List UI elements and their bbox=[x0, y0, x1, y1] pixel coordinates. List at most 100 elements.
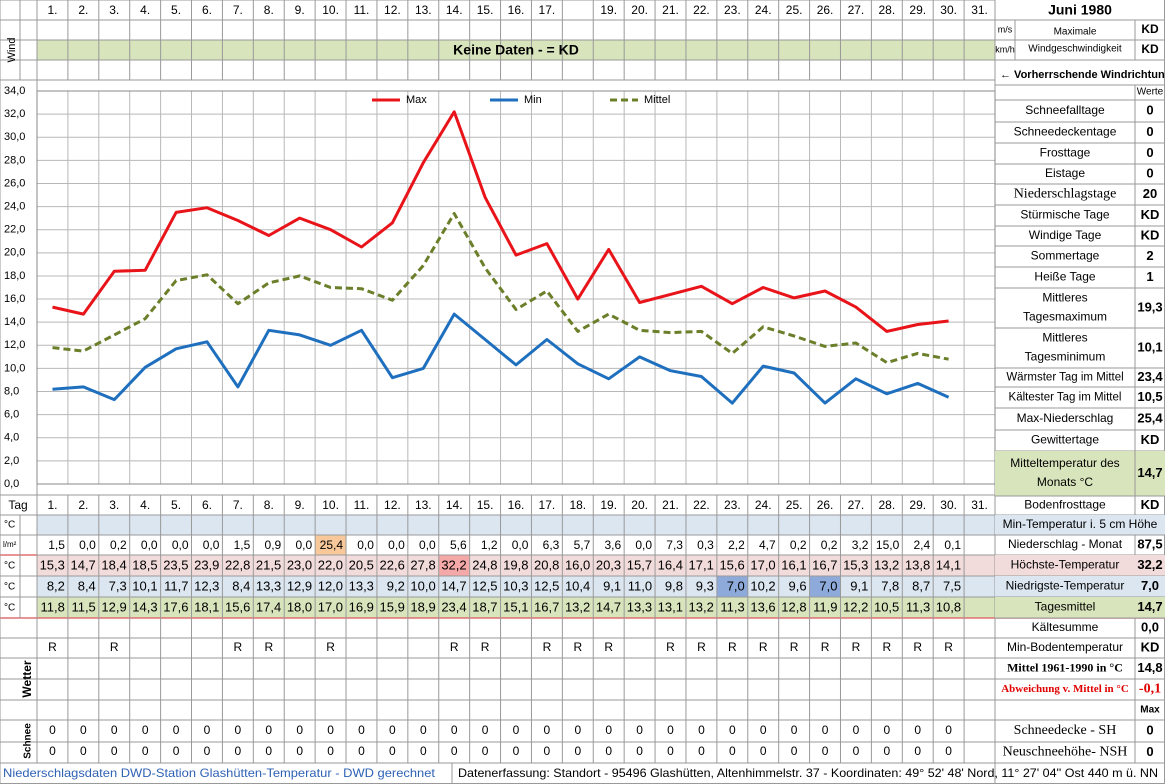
temp-cell: 16,7 bbox=[534, 599, 559, 614]
snow-cell: 0 bbox=[513, 744, 520, 758]
stat-bg bbox=[995, 515, 1165, 535]
temp-cell: 12,5 bbox=[472, 578, 497, 593]
stat-label: Min-Bodentemperatur bbox=[1007, 640, 1123, 654]
temp-cell: 10,8 bbox=[936, 599, 961, 614]
rain-cell: 2,4 bbox=[914, 538, 931, 552]
snow-cell: 0 bbox=[451, 723, 458, 737]
weather-cell: R bbox=[48, 640, 57, 654]
values-header: Werte bbox=[1137, 87, 1164, 98]
temp-cell: 7,5 bbox=[943, 578, 961, 593]
stat-label: Niederschlagstage bbox=[1014, 187, 1117, 202]
stat-value: 23,4 bbox=[1137, 369, 1163, 384]
legend-label: Max bbox=[406, 94, 427, 106]
stat-label: Kältesumme bbox=[1032, 620, 1099, 634]
temp-cell: 12,9 bbox=[101, 599, 126, 614]
day-label: 26. bbox=[817, 498, 834, 512]
rain-cell: 0,2 bbox=[821, 538, 838, 552]
temp-cell: 11,5 bbox=[71, 599, 95, 614]
unit-label: °C bbox=[4, 561, 15, 572]
temp-cell: 17,0 bbox=[750, 557, 775, 572]
day-header: 7. bbox=[233, 3, 243, 17]
stat-label: Schneedecke - SH bbox=[1014, 723, 1117, 738]
stat-bg bbox=[995, 597, 1165, 618]
temp-cell: 9,3 bbox=[696, 578, 714, 593]
day-label: 2. bbox=[78, 498, 88, 512]
stat-label: Abweichung v. Mittel in °C bbox=[1001, 683, 1129, 695]
weather-cell: R bbox=[234, 640, 243, 654]
y-tick-label: 2,0 bbox=[4, 455, 19, 467]
rain-cell: 2,2 bbox=[728, 538, 745, 552]
rain-cell: 6,3 bbox=[543, 538, 560, 552]
stat-value: Max bbox=[1140, 705, 1160, 716]
temp-cell: 9,1 bbox=[603, 578, 621, 593]
stat-value: 0 bbox=[1146, 722, 1153, 737]
temp-cell: 15,6 bbox=[225, 599, 250, 614]
temp-cell: 15,1 bbox=[503, 599, 528, 614]
rain-cell: 0,0 bbox=[295, 538, 312, 552]
wind-max-value: KD bbox=[1141, 42, 1159, 56]
y-tick-label: 28,0 bbox=[4, 154, 25, 166]
temp-cell: 13,3 bbox=[256, 578, 281, 593]
temp-cell: 7,0 bbox=[819, 578, 837, 593]
wind-direction: ← Vorherrschende Windrichtung bbox=[1000, 69, 1165, 81]
snow-cell: 0 bbox=[420, 744, 427, 758]
rain-cell: 25,4 bbox=[320, 538, 344, 552]
snow-cell: 0 bbox=[80, 723, 87, 737]
snow-cell: 0 bbox=[698, 723, 705, 737]
stat-label: Niederschlag - Monat bbox=[1008, 537, 1123, 551]
day-label: 29. bbox=[909, 498, 926, 512]
snow-cell: 0 bbox=[204, 723, 211, 737]
temp-cell: 8,4 bbox=[78, 578, 96, 593]
min5-row-bg bbox=[37, 515, 1165, 535]
day-label: 13. bbox=[415, 498, 432, 512]
rain-cell: 4,7 bbox=[759, 538, 776, 552]
day-label: 22. bbox=[693, 498, 710, 512]
snow-cell: 0 bbox=[482, 723, 489, 737]
snow-cell: 0 bbox=[358, 723, 365, 737]
temp-cell: 17,4 bbox=[256, 599, 281, 614]
day-label: 6. bbox=[202, 498, 212, 512]
temp-cell: 11,8 bbox=[41, 599, 65, 614]
unit-label: °C bbox=[4, 520, 15, 531]
weather-cell: R bbox=[110, 640, 119, 654]
snow-cell: 0 bbox=[173, 723, 180, 737]
stat-value: 14,8 bbox=[1137, 660, 1162, 675]
banner-bg bbox=[37, 40, 995, 60]
wind-unit: m/s bbox=[998, 24, 1013, 34]
temp-cell: 7,0 bbox=[727, 578, 745, 593]
y-tick-label: 12,0 bbox=[4, 339, 25, 351]
temp-cell: 12,2 bbox=[843, 599, 868, 614]
snow-cell: 0 bbox=[142, 723, 149, 737]
temp-cell: 13,1 bbox=[658, 599, 683, 614]
snow-cell: 0 bbox=[667, 744, 674, 758]
wind-max-label: Windgeschwindigkeit bbox=[1028, 44, 1122, 55]
stat-value: -0,1 bbox=[1139, 682, 1161, 697]
temp-cell: 23,0 bbox=[287, 557, 312, 572]
stat-label: Wärmster Tag im Mittel bbox=[1006, 372, 1123, 384]
y-tick-label: 0,0 bbox=[4, 478, 19, 490]
snow-cell: 0 bbox=[822, 744, 829, 758]
stat-value: KD bbox=[1141, 639, 1160, 654]
temp-cell: 12,0 bbox=[318, 578, 343, 593]
y-tick-label: 10,0 bbox=[4, 362, 25, 374]
temp-cell: 14,7 bbox=[441, 578, 466, 593]
snow-cell: 0 bbox=[914, 744, 921, 758]
temp-cell: 13,3 bbox=[627, 599, 652, 614]
stat-label: Heiße Tage bbox=[1034, 270, 1095, 284]
stat-value: 32,2 bbox=[1137, 557, 1162, 572]
weather-cell: R bbox=[543, 640, 552, 654]
weather-cell: R bbox=[697, 640, 706, 654]
day-header: 8. bbox=[264, 3, 274, 17]
day-label: 23. bbox=[724, 498, 741, 512]
snow-cell: 0 bbox=[296, 723, 303, 737]
stat-label: Höchste-Temperatur bbox=[1011, 558, 1120, 572]
weather-cell: R bbox=[573, 640, 582, 654]
day-header: 19. bbox=[600, 3, 617, 17]
highlight-cell bbox=[438, 555, 470, 576]
day-label: 25. bbox=[786, 498, 803, 512]
snow-cell: 0 bbox=[327, 744, 334, 758]
stat-label: Min-Temperatur i. 5 cm Höhe bbox=[1003, 517, 1158, 531]
snow-cell: 0 bbox=[111, 744, 118, 758]
stat-value: 0,0 bbox=[1141, 619, 1159, 634]
highlight-cell bbox=[716, 576, 748, 597]
